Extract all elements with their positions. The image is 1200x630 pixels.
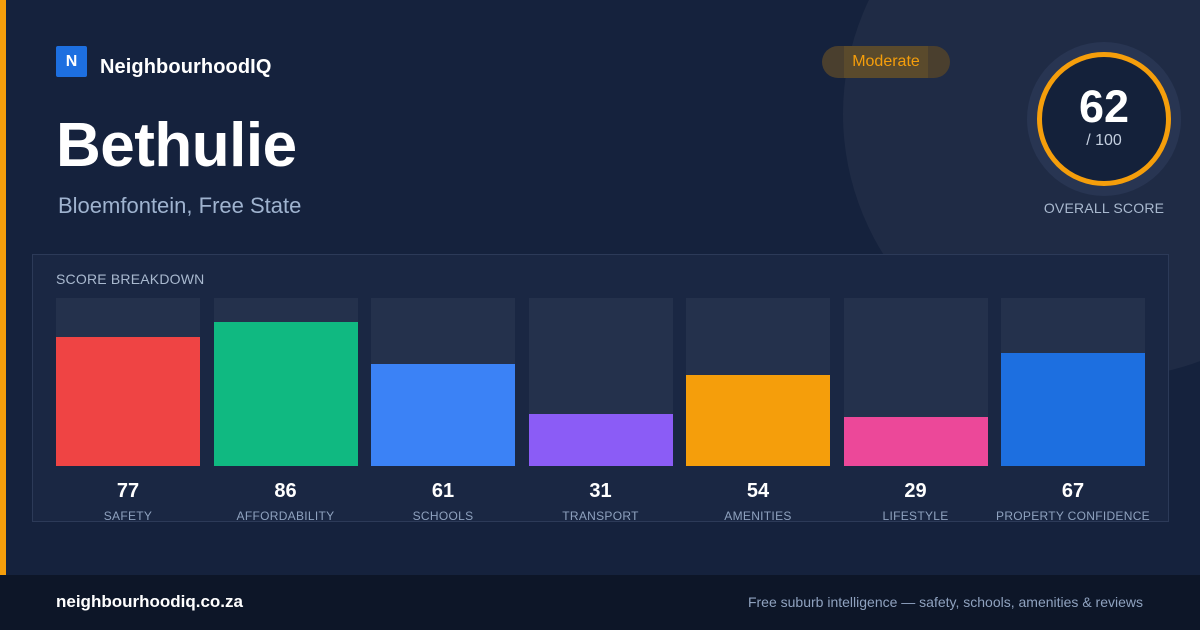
metric-amenities-value: 54	[746, 480, 770, 502]
suburb-title: Bethulie	[56, 111, 297, 180]
metric-safety-label: SAFETY	[103, 509, 153, 523]
footer-url[interactable]: neighbourhoodiq.co.za	[56, 592, 243, 611]
metric-lifestyle-value: 29	[904, 480, 927, 502]
metric-lifestyle-label: LIFESTYLE	[882, 509, 949, 523]
metric-affordability-value: 86	[274, 480, 297, 502]
metric-safety-track	[56, 298, 200, 466]
metric-amenities-label: AMENITIES	[724, 509, 792, 523]
metric-lifestyle: 29 LIFESTYLE	[843, 298, 988, 528]
footer-tagline: Free suburb intelligence — safety, schoo…	[747, 594, 1143, 610]
metric-safety: 77 SAFETY	[56, 298, 200, 528]
metric-amenities-track	[686, 298, 830, 466]
metric-schools: 61 SCHOOLS	[371, 298, 515, 528]
overall-score-ring	[1037, 52, 1171, 186]
overall-score-max: / 100	[1086, 132, 1122, 149]
brand-logo-icon: N	[56, 46, 87, 77]
metric-schools-bar	[371, 364, 515, 466]
metric-lifestyle-track	[843, 298, 988, 466]
metric-affordability: 86 AFFORDABILITY	[213, 298, 358, 528]
metric-lifestyle-bar	[843, 417, 988, 466]
metric-transport-bar	[528, 414, 673, 466]
metric-affordability-bar	[213, 322, 358, 466]
metric-property-confidence-label: PROPERTY CONFIDENCE	[996, 509, 1150, 523]
rating-badge: Moderate	[822, 46, 950, 78]
metric-transport-label: TRANSPORT	[562, 509, 639, 523]
metric-property-confidence-bar	[1001, 353, 1145, 466]
metric-schools-track	[371, 298, 515, 466]
metric-transport-track	[528, 298, 673, 466]
metric-property-confidence-value: 67	[1061, 480, 1085, 502]
rating-badge-label: Moderate	[852, 53, 920, 70]
overall-score-value: 62	[1078, 81, 1130, 132]
share-card: N NeighbourhoodIQ Bethulie Bloemfontein,…	[0, 0, 1181, 575]
metric-property-confidence: 67 PROPERTY CONFIDENCE	[996, 298, 1150, 528]
metric-safety-bar	[56, 337, 200, 466]
metric-safety-value: 77	[116, 480, 140, 502]
metric-transport: 31 TRANSPORT	[528, 298, 673, 528]
metric-schools-value: 61	[431, 480, 455, 502]
score-breakdown-title: SCORE BREAKDOWN	[56, 271, 205, 287]
accent-bar	[0, 0, 6, 575]
metric-affordability-track	[213, 298, 358, 466]
footer	[0, 575, 1200, 630]
brand-name: NeighbourhoodIQ	[100, 56, 272, 78]
metric-affordability-label: AFFORDABILITY	[236, 509, 335, 523]
metric-amenities: 54 AMENITIES	[686, 298, 830, 528]
suburb-location: Bloemfontein, Free State	[58, 193, 302, 218]
metric-transport-value: 31	[589, 480, 612, 502]
metric-property-confidence-track	[1001, 298, 1145, 466]
metric-amenities-bar	[686, 375, 830, 466]
overall-score-caption: OVERALL SCORE	[1043, 200, 1165, 216]
metric-schools-label: SCHOOLS	[412, 509, 474, 523]
